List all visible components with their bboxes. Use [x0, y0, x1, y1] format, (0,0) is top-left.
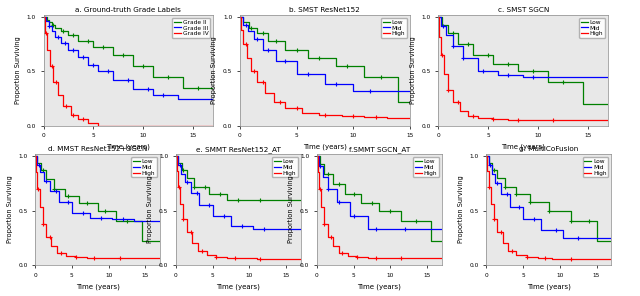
Legend: Low, Mid, High: Low, Mid, High — [413, 157, 438, 177]
Y-axis label: Proportion Surviving: Proportion Surviving — [147, 176, 154, 243]
Legend: Low, Mid, High: Low, Mid, High — [579, 18, 605, 38]
X-axis label: Time (years): Time (years) — [501, 144, 545, 150]
Title: g. MultiCoFusion: g. MultiCoFusion — [519, 146, 579, 152]
Legend: Low, Mid, High: Low, Mid, High — [381, 18, 406, 38]
Title: b. SMST ResNet152: b. SMST ResNet152 — [289, 7, 360, 13]
Y-axis label: Proportion Surviving: Proportion Surviving — [15, 36, 21, 104]
Legend: Grade II, Grade III, Grade IV: Grade II, Grade III, Grade IV — [172, 18, 210, 38]
Y-axis label: Proportion Surviving: Proportion Surviving — [211, 36, 218, 104]
X-axis label: Time (years): Time (years) — [76, 283, 120, 289]
Title: d. MMST ResNet152+SGCN: d. MMST ResNet152+SGCN — [48, 146, 147, 152]
Y-axis label: Proportion Surviving: Proportion Surviving — [288, 176, 294, 243]
Y-axis label: Proportion Surviving: Proportion Surviving — [458, 176, 464, 243]
Y-axis label: Proportion Surviving: Proportion Surviving — [410, 36, 416, 104]
Title: e. SMMT ResNet152_AT: e. SMMT ResNet152_AT — [196, 146, 281, 153]
Legend: Low, Mid, High: Low, Mid, High — [131, 157, 157, 177]
Title: a. Ground-truth Grade Labels: a. Ground-truth Grade Labels — [76, 7, 181, 13]
Legend: Low, Mid, High: Low, Mid, High — [272, 157, 298, 177]
X-axis label: Time (years): Time (years) — [303, 144, 347, 150]
X-axis label: Time (years): Time (years) — [527, 283, 571, 289]
X-axis label: Time (years): Time (years) — [216, 283, 260, 289]
X-axis label: Time (years): Time (years) — [357, 283, 401, 289]
Y-axis label: Proportion Surviving: Proportion Surviving — [6, 176, 13, 243]
X-axis label: Time (years): Time (years) — [106, 144, 150, 150]
Title: f.SMMT SGCN_AT: f.SMMT SGCN_AT — [349, 146, 410, 153]
Title: c. SMST SGCN: c. SMST SGCN — [497, 7, 549, 13]
Legend: Low, Mid, High: Low, Mid, High — [582, 157, 608, 177]
